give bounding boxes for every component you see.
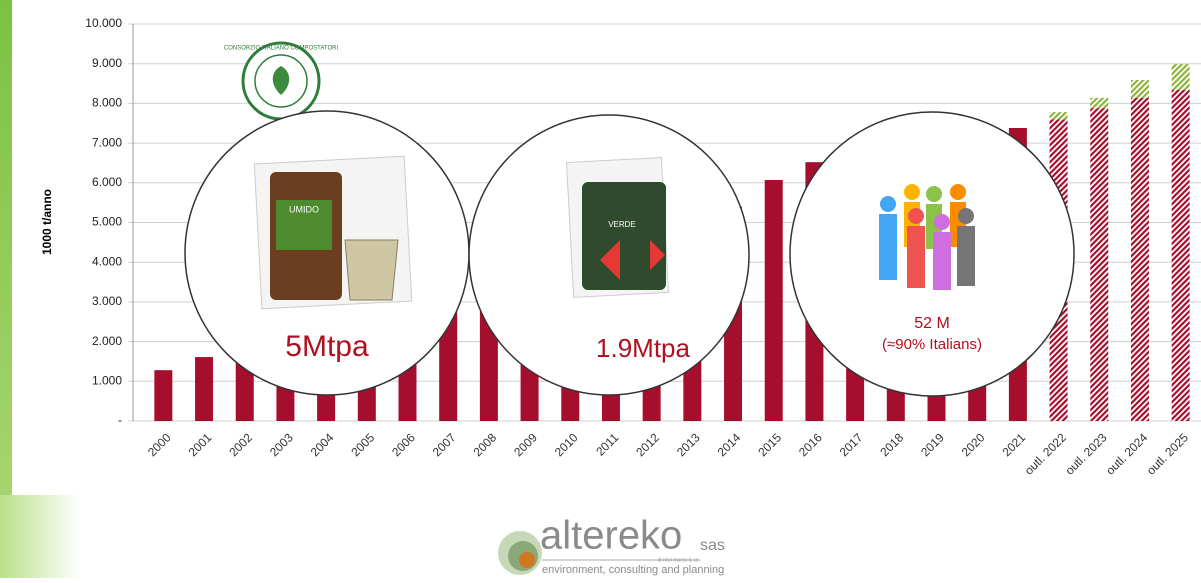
y-tick-label: 9.000 [92,56,122,70]
x-tick-label: 2015 [755,430,784,459]
x-tick-label: outl. 2023 [1062,430,1109,477]
badge-text: CONSORZIO ITALIANO COMPOSTATORI [224,46,339,52]
y-tick-label: 10.000 [85,16,122,30]
y-tick-label: 2.000 [92,334,122,348]
x-tick-label: 2003 [267,430,296,459]
bar [1090,97,1109,109]
y-tick-label: 5.000 [92,215,122,229]
x-tick-label: 2006 [389,430,418,459]
bar [1130,79,1149,98]
x-tick-label: 2013 [674,430,703,459]
x-tick-label: 2008 [470,430,499,459]
bar [195,357,214,421]
x-tick-label: 2005 [348,430,377,459]
x-tick-label: 2020 [959,430,988,459]
bar [1049,112,1068,120]
callout-waste: UMIDO 5Mtpa [184,110,470,396]
y-tick-label: - [118,413,122,427]
y-tick-label: 1.000 [92,373,122,387]
bar [439,309,458,421]
x-tick-label: outl. 2024 [1103,430,1150,477]
annotation: (≈90% Italians) [882,336,982,353]
annotation: 5Mtpa [285,330,369,363]
bar [1171,64,1190,90]
badge: CONSORZIO ITALIANO COMPOSTATORI [224,41,339,121]
x-tick-label: 2002 [226,430,255,459]
x-tick-label: 2000 [145,430,174,459]
bar [1090,108,1109,421]
bar [1130,97,1149,421]
x-tick-label: 2021 [999,430,1028,459]
y-tick-label: 8.000 [92,96,122,110]
y-tick-label: 3.000 [92,294,122,308]
bar [154,370,173,421]
bar [1171,89,1190,421]
x-tick-label: 2019 [918,430,947,459]
logo: altereko sas di ricci marco & co. enviro… [498,514,725,576]
side-bar [0,0,12,495]
x-tick-label: 2016 [796,430,825,459]
x-tick-label: 2004 [308,430,337,459]
annotation: 52 M [914,315,950,332]
x-tick-label: 2001 [186,430,215,459]
x-tick-label: 2011 [593,430,621,458]
logo-owner: di ricci marco & co. [658,557,700,563]
x-tick-label: 2012 [633,430,662,459]
x-tick-label: 2014 [715,430,744,459]
logo-tagline: environment, consulting and planning [542,564,724,576]
callout-green: VERDE 1.9Mtpa [468,114,750,396]
logo-name: altereko [540,514,682,558]
x-tick-label: 2010 [552,430,581,459]
bin-label: UMIDO [289,204,319,214]
y-tick-label: 7.000 [92,135,122,149]
x-tick-label: 2017 [837,430,866,459]
x-tick-label: 2018 [877,430,906,459]
x-tick-label: 2007 [430,430,459,459]
callout-people: 52 M (≈90% Italians) [789,111,1075,397]
y-axis-label: 1000 t/anno [40,189,54,255]
x-tick-label: 2009 [511,430,540,459]
x-tick-label: outl. 2025 [1144,430,1191,477]
logo-suffix: sas [700,537,725,554]
y-tick-label: 6.000 [92,175,122,189]
side-bar-fade [0,495,80,578]
x-tick-label: outl. 2022 [1022,430,1069,477]
y-tick-label: 4.000 [92,254,122,268]
bar [764,180,783,421]
bin-label: VERDE [608,220,636,229]
annotation: 1.9Mtpa [596,333,690,363]
